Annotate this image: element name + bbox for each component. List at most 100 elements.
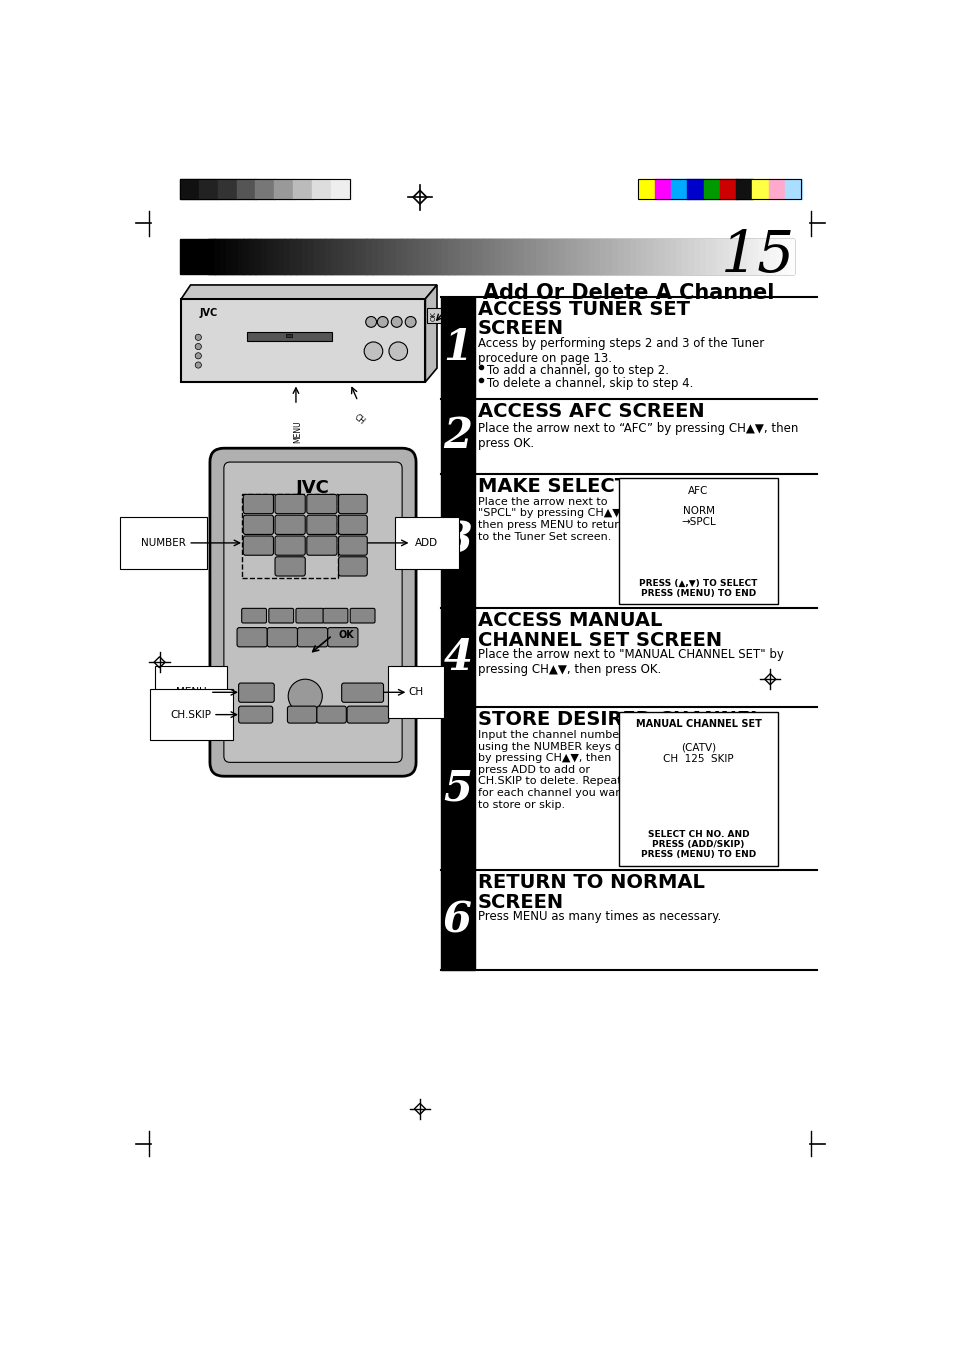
Circle shape <box>389 342 407 360</box>
Bar <box>635 239 641 274</box>
Text: PRESS (▲,▼) TO SELECT: PRESS (▲,▼) TO SELECT <box>639 580 757 588</box>
FancyBboxPatch shape <box>338 515 367 534</box>
Bar <box>638 179 655 198</box>
Bar <box>558 239 565 274</box>
Text: RETURN TO NORMAL
SCREEN: RETURN TO NORMAL SCREEN <box>477 874 704 913</box>
Bar <box>536 239 541 274</box>
Bar <box>440 297 475 399</box>
Bar <box>599 239 606 274</box>
Bar <box>746 239 752 274</box>
Bar <box>179 179 350 198</box>
Bar <box>440 473 475 608</box>
Bar <box>418 239 425 274</box>
Bar <box>319 239 325 274</box>
Bar <box>728 239 735 274</box>
Text: CH.SKIP: CH.SKIP <box>171 709 212 720</box>
Bar <box>517 239 524 274</box>
Circle shape <box>365 317 376 328</box>
Bar <box>700 239 705 274</box>
Polygon shape <box>425 284 436 381</box>
Bar <box>618 239 623 274</box>
Text: ADD: ADD <box>415 538 438 547</box>
FancyBboxPatch shape <box>210 448 416 776</box>
FancyBboxPatch shape <box>274 557 305 576</box>
Bar <box>605 239 612 274</box>
Text: CH  125  SKIP: CH 125 SKIP <box>662 754 733 764</box>
Text: MANUAL CHANNEL SET: MANUAL CHANNEL SET <box>635 720 760 729</box>
Bar <box>489 239 495 274</box>
Text: 15: 15 <box>720 228 794 284</box>
Bar <box>512 239 518 274</box>
FancyBboxPatch shape <box>295 608 323 623</box>
Bar <box>226 239 232 274</box>
Bar <box>740 239 746 274</box>
Bar <box>711 239 717 274</box>
Bar <box>242 495 337 577</box>
Bar <box>295 239 302 274</box>
Bar <box>681 239 688 274</box>
FancyBboxPatch shape <box>350 608 375 623</box>
FancyBboxPatch shape <box>267 628 297 647</box>
Text: CH: CH <box>408 687 423 697</box>
FancyBboxPatch shape <box>338 495 367 514</box>
Bar <box>294 179 313 198</box>
Bar <box>312 179 332 198</box>
Bar <box>459 239 466 274</box>
FancyBboxPatch shape <box>243 515 274 534</box>
Text: MENU: MENU <box>175 687 207 697</box>
FancyBboxPatch shape <box>316 706 346 723</box>
Bar <box>670 239 676 274</box>
Polygon shape <box>181 284 436 299</box>
Bar <box>646 239 653 274</box>
Bar <box>612 239 618 274</box>
Bar <box>448 239 454 274</box>
Text: SELECT CH NO. AND: SELECT CH NO. AND <box>647 830 749 838</box>
Bar <box>220 239 226 274</box>
Bar <box>383 239 390 274</box>
Bar <box>654 179 671 198</box>
Text: (CATV): (CATV) <box>680 743 716 752</box>
Text: AFC: AFC <box>688 485 708 496</box>
Text: ACCESS TUNER SET
SCREEN: ACCESS TUNER SET SCREEN <box>477 299 689 338</box>
Text: NORM: NORM <box>681 506 714 516</box>
Bar <box>565 239 571 274</box>
Bar <box>588 239 595 274</box>
Bar <box>524 239 530 274</box>
Bar <box>390 239 395 274</box>
Bar <box>366 239 373 274</box>
Bar <box>237 239 244 274</box>
Bar <box>734 239 740 274</box>
Bar <box>659 239 664 274</box>
FancyBboxPatch shape <box>238 683 274 702</box>
Bar <box>232 239 237 274</box>
FancyBboxPatch shape <box>347 706 389 723</box>
Bar <box>506 239 513 274</box>
Bar <box>781 239 787 274</box>
Bar <box>720 179 736 198</box>
Bar <box>254 239 261 274</box>
Bar <box>640 239 647 274</box>
Text: 6: 6 <box>443 899 472 941</box>
Bar <box>500 239 507 274</box>
FancyBboxPatch shape <box>287 706 316 723</box>
Bar <box>638 179 801 198</box>
Text: OK: OK <box>338 630 354 639</box>
Text: MENU: MENU <box>293 421 302 443</box>
Bar <box>653 239 659 274</box>
Text: 4: 4 <box>443 636 472 678</box>
Bar <box>377 239 384 274</box>
Bar <box>582 239 588 274</box>
FancyBboxPatch shape <box>274 495 305 514</box>
Circle shape <box>405 317 416 328</box>
Circle shape <box>377 317 388 328</box>
Bar <box>758 239 764 274</box>
Bar <box>243 239 250 274</box>
Bar <box>198 179 217 198</box>
Bar <box>179 179 199 198</box>
Bar <box>670 179 687 198</box>
Bar <box>427 309 440 324</box>
FancyBboxPatch shape <box>328 628 357 647</box>
Bar <box>278 239 285 274</box>
Bar <box>736 179 752 198</box>
Bar <box>342 239 349 274</box>
